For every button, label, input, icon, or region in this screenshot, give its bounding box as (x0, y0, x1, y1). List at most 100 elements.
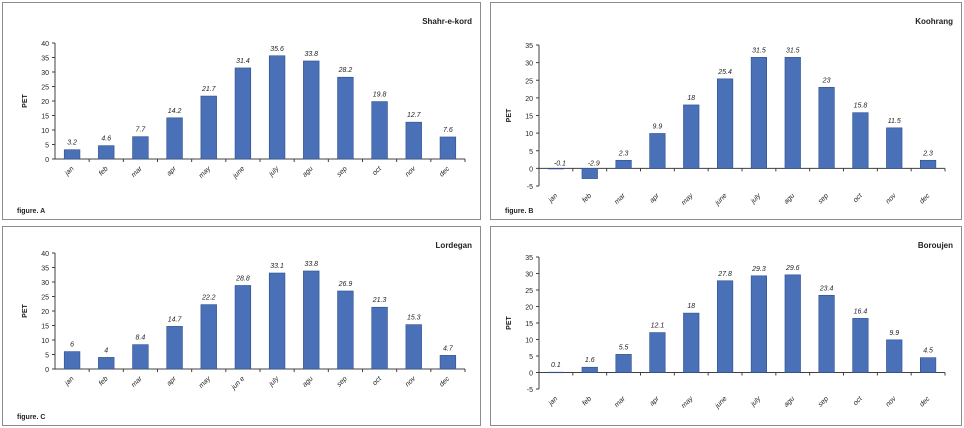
y-axis-label: PET (22, 303, 29, 317)
y-tick-label: -5 (527, 184, 533, 191)
data-label: 12.7 (407, 112, 422, 119)
bar-feb (581, 168, 598, 179)
x-tick-label: apr (166, 375, 179, 388)
bar-may (200, 304, 217, 370)
x-tick-label: july (749, 192, 762, 205)
y-tick-label: 35 (41, 56, 49, 63)
data-label: 4.6 (101, 136, 111, 143)
y-tick-label: 35 (41, 266, 49, 273)
x-tick-label: nov (404, 375, 417, 388)
y-tick-label: 30 (41, 280, 49, 287)
data-label: -0.1 (554, 160, 566, 167)
data-label: 9.9 (653, 123, 663, 130)
bar-feb (98, 145, 115, 160)
bar-agu (303, 60, 320, 160)
bar-oct (371, 101, 388, 160)
data-label: 2.3 (618, 150, 629, 157)
data-label: 1.6 (585, 357, 595, 364)
data-label: 19.8 (373, 92, 387, 99)
data-label: 35.6 (270, 46, 284, 53)
bar-may (683, 104, 700, 169)
y-tick-label: 15 (525, 321, 533, 328)
chart-title: Lordegan (435, 241, 472, 250)
data-label: 16.4 (854, 308, 868, 315)
y-tick-label: 0 (529, 166, 533, 173)
y-tick-label: 40 (41, 251, 49, 258)
chart-panel-boroujen: -5 0 5 10 15 20 25 30 35 PET 0.1 jan 1.6 feb 5.5 mar 12.… (490, 226, 962, 426)
bar-nov (405, 324, 422, 370)
x-tick-label: may (198, 165, 213, 180)
bar-mar (132, 344, 149, 370)
bar-apr (649, 133, 666, 169)
y-tick-label: 15 (41, 114, 49, 121)
bar-jan (63, 351, 81, 370)
data-label: 29.6 (785, 265, 800, 272)
y-tick-label: 0 (45, 157, 49, 164)
bar-sep (337, 76, 354, 160)
data-label: 9.9 (889, 330, 899, 337)
y-tick-label: 5 (45, 353, 49, 360)
y-tick-label: 15 (41, 324, 49, 331)
bar-mar (615, 354, 632, 373)
y-tick-label: 20 (41, 99, 49, 106)
data-label: 7.6 (443, 127, 453, 134)
y-tick-label: 30 (525, 61, 533, 68)
chart-panel-lordegan: 0 5 10 15 20 25 30 35 40 PET 6 jan 4 feb 8.4 mar 14.7 apr… (2, 226, 481, 426)
y-tick-label: 5 (45, 143, 49, 150)
bar-may (683, 312, 700, 373)
x-tick-label: sep (817, 395, 830, 408)
bar-nov (886, 127, 903, 169)
figure-label: figure. C (17, 414, 46, 421)
data-label: 21.3 (372, 297, 387, 304)
y-tick-label: 25 (41, 295, 49, 302)
y-tick-label: 25 (525, 78, 533, 85)
x-tick-label: jan (547, 192, 559, 204)
data-label: 4.5 (923, 348, 933, 355)
x-tick-label: dec (438, 375, 451, 388)
chart-panel-koohrang: -5 0 5 10 15 20 25 30 35 PET -0.1 jan -2.9 feb 2.3 mar 9… (490, 2, 962, 220)
chart-panel-shahr-e-kord: 0 5 10 15 20 25 30 35 40 PET 3.2 jan 4.6 feb 7.7 mar 14.… (2, 2, 481, 220)
data-label: 18 (687, 95, 695, 102)
bar-july (750, 275, 767, 373)
bar-apr (166, 117, 183, 160)
data-label: 2.3 (922, 150, 933, 157)
chart-title: Koohrang (915, 17, 953, 26)
bar-nov (405, 121, 422, 160)
x-tick-label: mar (130, 165, 144, 179)
data-label: 31.5 (752, 47, 766, 54)
y-tick-label: 5 (529, 354, 533, 361)
y-tick-label: 25 (525, 288, 533, 295)
x-tick-label: mar (614, 192, 628, 206)
data-label: 28.2 (338, 67, 353, 74)
x-tick-label: jun e (230, 375, 246, 391)
data-label: 18 (687, 303, 695, 310)
x-tick-label: feb (98, 165, 110, 177)
x-tick-label: dec (919, 192, 932, 205)
data-label: 31.5 (786, 47, 800, 54)
y-tick-label: 35 (525, 255, 533, 262)
x-tick-label: dec (919, 395, 932, 408)
data-label: 31.4 (236, 58, 250, 65)
data-label: 22.2 (201, 295, 216, 302)
bar-july (268, 55, 286, 160)
data-label: 3.2 (67, 140, 77, 147)
y-tick-label: 10 (41, 128, 49, 135)
y-tick-label: 0 (45, 367, 49, 374)
x-tick-label: feb (581, 395, 593, 407)
x-tick-label: apr (649, 192, 662, 205)
bar-oct (852, 318, 869, 373)
data-label: 5.5 (619, 344, 629, 351)
bar-oct (852, 112, 869, 169)
y-tick-label: 20 (525, 96, 533, 103)
x-tick-label: apr (649, 395, 662, 408)
x-tick-label: may (198, 375, 213, 390)
bar-apr (649, 332, 666, 373)
bar-mar (132, 136, 149, 160)
data-label: 6 (70, 342, 74, 349)
x-tick-label: jan (547, 395, 559, 407)
bar-feb (98, 357, 115, 370)
x-tick-label: feb (581, 192, 593, 204)
bar-mar (615, 159, 632, 169)
bar-oct (371, 306, 388, 370)
y-tick-label: 30 (525, 272, 533, 279)
